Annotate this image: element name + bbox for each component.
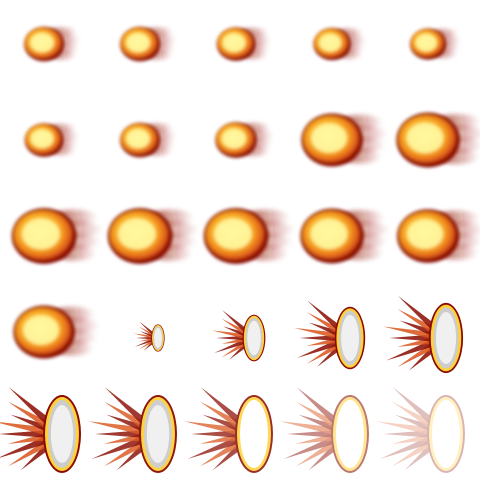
fireball-shape [24, 123, 80, 157]
sprite-frame-graphic [133, 321, 165, 352]
shockwave-ring [428, 302, 464, 374]
burst-shape [184, 387, 273, 473]
sprite-frame-graphic [396, 209, 480, 263]
sprite-frame [288, 0, 384, 96]
sprite-frame-graphic [88, 387, 177, 473]
sprite-frame [288, 96, 388, 192]
sprite-frame [383, 288, 480, 384]
sprite-frame-graphic [409, 28, 461, 60]
sprite-frame [96, 0, 192, 96]
sprite-frame [376, 384, 480, 480]
fireball-shape [396, 112, 480, 168]
sprite-frame-graphic [0, 387, 81, 473]
sprite-frame [0, 288, 100, 384]
sprite-frame [0, 192, 103, 288]
sprite-frame-graphic [23, 26, 81, 62]
shockwave-ring [43, 395, 81, 473]
fireball-shape [300, 208, 390, 264]
sprite-frame-graphic [383, 295, 464, 374]
sprite-frame [0, 0, 96, 96]
fireball-shape [23, 26, 81, 62]
shockwave-ring [331, 395, 369, 473]
sprite-frame-graphic [376, 387, 465, 473]
sprite-frame [288, 192, 390, 288]
burst-shape [88, 387, 177, 473]
fireball-shape [215, 122, 274, 158]
sprite-frame [280, 384, 384, 480]
sprite-frame-graphic [216, 27, 272, 61]
sprite-frame [0, 384, 96, 480]
fireball-shape [396, 209, 480, 263]
burst-shape [280, 387, 369, 473]
fireball-shape [119, 122, 177, 158]
sprite-frame-graphic [184, 387, 273, 473]
sprite-frame [288, 288, 384, 384]
sprite-frame-graphic [119, 26, 177, 62]
sprite-frame [184, 384, 288, 480]
sprite-frame [96, 96, 192, 192]
burst-shape [294, 300, 366, 370]
burst-shape [133, 321, 165, 352]
sprite-frame [192, 288, 288, 384]
sprite-frame-graphic [300, 208, 390, 264]
fireball-shape [301, 113, 388, 167]
shockwave-ring [235, 395, 273, 473]
sprite-frame-graphic [203, 208, 295, 264]
sprite-frame [384, 192, 480, 288]
sprite-frame [384, 96, 480, 192]
sprite-frame-graphic [301, 113, 388, 167]
burst-shape [0, 387, 81, 473]
fireball-shape [11, 208, 103, 264]
sprite-frame [96, 288, 192, 384]
burst-rays [376, 387, 450, 471]
shockwave-ring [242, 314, 266, 362]
sprite-frame [384, 0, 480, 96]
fireball-shape [13, 305, 100, 359]
burst-shape [383, 295, 464, 374]
shockwave-ring [334, 306, 366, 370]
sprite-frame [192, 0, 288, 96]
sprite-frame [192, 192, 295, 288]
fireball-shape [203, 208, 295, 264]
sprite-frame-graphic [294, 300, 366, 370]
sprite-frame-graphic [280, 387, 369, 473]
fireball-shape [409, 28, 461, 60]
sprite-frame-graphic [107, 208, 199, 264]
fireball-shape [313, 27, 367, 61]
fireball-shape [216, 27, 272, 61]
burst-shape [376, 387, 465, 473]
sprite-frame [192, 96, 288, 192]
sprite-frame-graphic [313, 27, 367, 61]
shockwave-ring [139, 395, 177, 473]
sprite-frame-graphic [212, 309, 266, 362]
sprite-frame-graphic [119, 122, 177, 158]
sprite-frame-graphic [396, 112, 480, 168]
shockwave-ring [151, 324, 165, 352]
sprite-frame-graphic [13, 305, 100, 359]
fireball-shape [119, 26, 177, 62]
sprite-frame-graphic [24, 123, 80, 157]
fireball-shape [107, 208, 199, 264]
sprite-frame-graphic [11, 208, 103, 264]
burst-shape [212, 309, 266, 362]
sprite-frame-graphic [215, 122, 274, 158]
sprite-frame [0, 96, 96, 192]
sprite-frame [88, 384, 192, 480]
sprite-frame [96, 192, 199, 288]
shockwave-ring [427, 395, 465, 473]
